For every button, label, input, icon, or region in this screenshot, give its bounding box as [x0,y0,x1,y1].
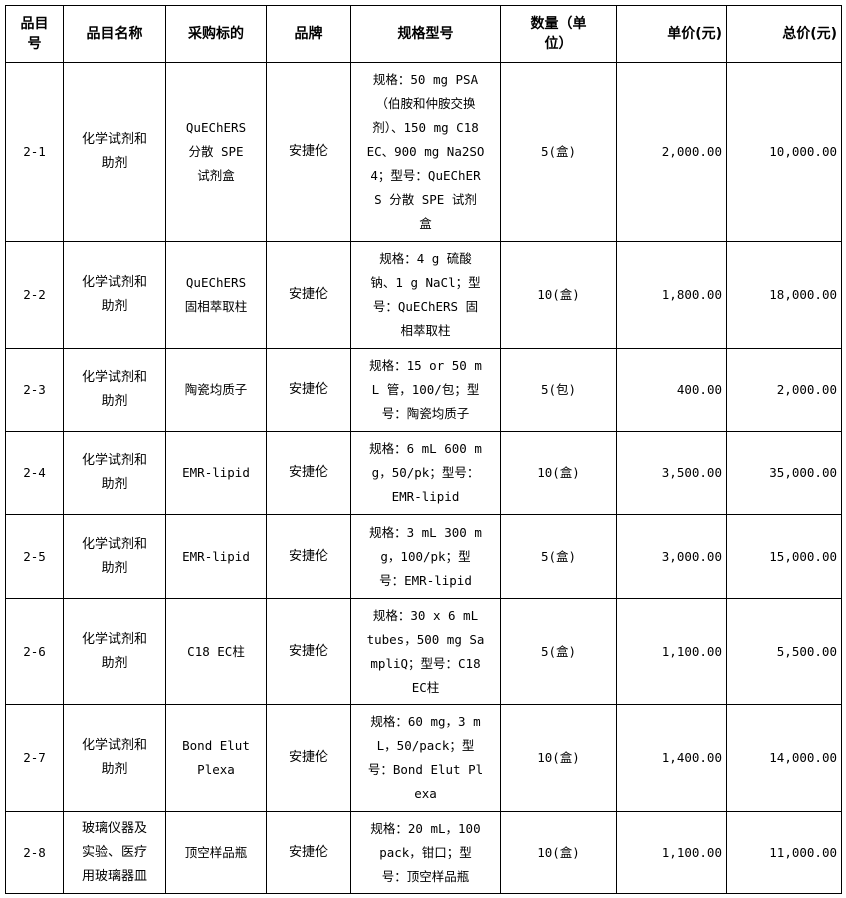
cell-item-no: 2-6 [5,598,64,705]
cell-total: 18,000.00 [726,241,842,349]
cell-spec: 规格：6 mL 600 m g，50/pk；型号： EMR-lipid [350,431,501,515]
cell-brand: 安捷伦 [266,241,351,349]
table-row: 2-7 化学试剂和 助剂 Bond Elut Plexa 安捷伦 规格：60 mg，3 … [5,704,842,812]
header-spec: 规格型号 [350,5,501,63]
cell-total: 35,000.00 [726,431,842,515]
cell-qty: 10(盒) [500,811,617,894]
cell-item-no: 2-1 [5,62,64,242]
cell-category: 化学试剂和 助剂 [63,704,166,812]
table-row: 2-8 玻璃仪器及 实验、医疗 用玻璃器皿 顶空样品瓶 安捷伦 规格：20 mL，100… [5,811,842,894]
procurement-table: 品目 号 品目名称 采购标的 品牌 规格型号 数量（单 位） 单价(元) 总价(… [5,5,842,894]
cell-unit-price: 1,100.00 [616,598,727,705]
cell-total: 5,500.00 [726,598,842,705]
cell-item: QuEChERS 分散 SPE 试剂盒 [165,62,267,242]
header-total: 总价(元) [726,5,842,63]
cell-item-no: 2-2 [5,241,64,349]
cell-item: QuEChERS 固相萃取柱 [165,241,267,349]
cell-category: 化学试剂和 助剂 [63,348,166,432]
cell-qty: 5(盒) [500,514,617,599]
header-row: 品目 号 品目名称 采购标的 品牌 规格型号 数量（单 位） 单价(元) 总价(… [5,5,842,63]
cell-item-no: 2-7 [5,704,64,812]
cell-total: 10,000.00 [726,62,842,242]
header-item-no: 品目 号 [5,5,64,63]
cell-category: 化学试剂和 助剂 [63,514,166,599]
header-brand: 品牌 [266,5,351,63]
cell-item: EMR-lipid [165,431,267,515]
header-category: 品目名称 [63,5,166,63]
cell-qty: 5(盒) [500,62,617,242]
table-row: 2-4 化学试剂和 助剂 EMR-lipid 安捷伦 规格：6 mL 600 m g，5… [5,431,842,515]
cell-qty: 10(盒) [500,704,617,812]
cell-unit-price: 1,800.00 [616,241,727,349]
cell-qty: 10(盒) [500,431,617,515]
cell-item: EMR-lipid [165,514,267,599]
cell-brand: 安捷伦 [266,348,351,432]
cell-spec: 规格：30 x 6 mL tubes，500 mg Sa mpliQ；型号：C1… [350,598,501,705]
header-qty: 数量（单 位） [500,5,617,63]
cell-item: C18 EC柱 [165,598,267,705]
cell-spec: 规格：50 mg PSA （伯胺和仲胺交换 剂）、150 mg C18 EC、9… [350,62,501,242]
table-row: 2-6 化学试剂和 助剂 C18 EC柱 安捷伦 规格：30 x 6 mL tubes，… [5,598,842,705]
cell-brand: 安捷伦 [266,598,351,705]
cell-total: 15,000.00 [726,514,842,599]
cell-category: 玻璃仪器及 实验、医疗 用玻璃器皿 [63,811,166,894]
cell-spec: 规格：20 mL，100 pack，钳口；型 号：顶空样品瓶 [350,811,501,894]
cell-brand: 安捷伦 [266,704,351,812]
cell-spec: 规格：3 mL 300 m g，100/pk；型 号：EMR-lipid [350,514,501,599]
cell-item: 陶瓷均质子 [165,348,267,432]
cell-unit-price: 400.00 [616,348,727,432]
cell-unit-price: 1,100.00 [616,811,727,894]
cell-spec: 规格：60 mg，3 m L，50/pack；型 号：Bond Elut Pl … [350,704,501,812]
cell-category: 化学试剂和 助剂 [63,431,166,515]
table-row: 2-2 化学试剂和 助剂 QuEChERS 固相萃取柱 安捷伦 规格：4 g 硫酸 钠、… [5,241,842,349]
cell-spec: 规格：4 g 硫酸 钠、1 g NaCl；型 号：QuEChERS 固 相萃取柱 [350,241,501,349]
cell-qty: 10(盒) [500,241,617,349]
cell-item: Bond Elut Plexa [165,704,267,812]
cell-qty: 5(包) [500,348,617,432]
cell-item-no: 2-8 [5,811,64,894]
cell-category: 化学试剂和 助剂 [63,241,166,349]
cell-item: 顶空样品瓶 [165,811,267,894]
cell-qty: 5(盒) [500,598,617,705]
cell-total: 11,000.00 [726,811,842,894]
table-row: 2-3 化学试剂和 助剂 陶瓷均质子 安捷伦 规格：15 or 50 m L 管，100… [5,348,842,432]
cell-brand: 安捷伦 [266,514,351,599]
cell-brand: 安捷伦 [266,811,351,894]
cell-item-no: 2-5 [5,514,64,599]
cell-brand: 安捷伦 [266,62,351,242]
cell-unit-price: 1,400.00 [616,704,727,812]
table-row: 2-5 化学试剂和 助剂 EMR-lipid 安捷伦 规格：3 mL 300 m g，1… [5,514,842,599]
cell-unit-price: 2,000.00 [616,62,727,242]
cell-category: 化学试剂和 助剂 [63,598,166,705]
cell-brand: 安捷伦 [266,431,351,515]
table-row: 2-1 化学试剂和 助剂 QuEChERS 分散 SPE 试剂盒 安捷伦 规格：50 m… [5,62,842,242]
cell-spec: 规格：15 or 50 m L 管，100/包；型 号：陶瓷均质子 [350,348,501,432]
cell-unit-price: 3,000.00 [616,514,727,599]
header-item: 采购标的 [165,5,267,63]
cell-total: 14,000.00 [726,704,842,812]
cell-unit-price: 3,500.00 [616,431,727,515]
cell-total: 2,000.00 [726,348,842,432]
cell-item-no: 2-3 [5,348,64,432]
cell-item-no: 2-4 [5,431,64,515]
cell-category: 化学试剂和 助剂 [63,62,166,242]
header-unit-price: 单价(元) [616,5,727,63]
